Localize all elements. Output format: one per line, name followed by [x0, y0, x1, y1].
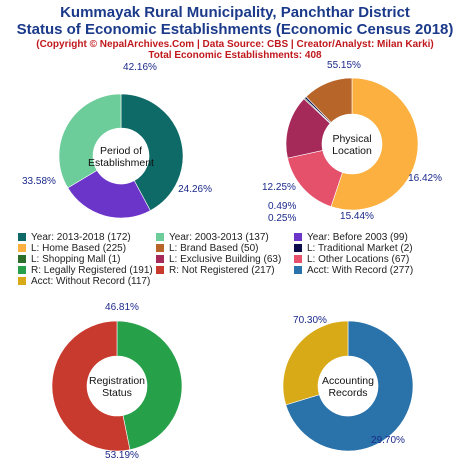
legend-label: Acct: With Record (277) [307, 265, 414, 276]
legend-label: Year: 2013-2018 (172) [31, 232, 131, 243]
legend-item: Year: 2013-2018 (172) [18, 232, 131, 244]
legend-item: R: Legally Registered (191) [18, 265, 153, 277]
donut-1-hole [93, 128, 149, 184]
legend-swatch [156, 233, 164, 241]
legend-label: Year: 2003-2013 (137) [169, 232, 269, 243]
donut-4-center-label: Accounting [322, 375, 374, 387]
donut-2-pct-label: 55.15% [327, 60, 361, 71]
legend-item: L: Home Based (225) [18, 243, 126, 255]
legend-swatch [156, 255, 164, 263]
legend-item: Acct: Without Record (117) [18, 276, 150, 288]
donut-1-center-label: Period of [100, 145, 142, 157]
legend-label: R: Not Registered (217) [169, 265, 275, 276]
legend-label: L: Shopping Mall (1) [31, 254, 121, 265]
legend-item: L: Other Locations (67) [294, 254, 409, 266]
donut-3-center-label: Status [102, 387, 132, 399]
donut-2-center-label: Location [332, 145, 372, 157]
legend-label: R: Legally Registered (191) [31, 265, 153, 276]
legend-label: Acct: Without Record (117) [31, 276, 151, 287]
donut-1-center-label: Establishment [88, 157, 154, 169]
donut-2-pct-label: 0.49% [268, 201, 296, 212]
legend-swatch [294, 244, 302, 252]
legend-item: L: Brand Based (50) [156, 243, 259, 255]
legend-swatch [156, 244, 164, 252]
donut-4-hole [318, 356, 378, 416]
legend-swatch [156, 266, 164, 274]
donut-4-center-label: Records [328, 387, 367, 399]
legend-swatch [18, 277, 26, 285]
legend-swatch [294, 233, 302, 241]
legend-swatch [294, 266, 302, 274]
donut-2-pct-label: 15.44% [340, 211, 374, 222]
legend-label: L: Home Based (225) [31, 243, 127, 254]
donut-1-pct-label: 24.26% [178, 184, 212, 195]
donut-2-center-label: Physical [332, 133, 371, 145]
donut-4-pct-label: 29.70% [371, 435, 405, 446]
legend-swatch [18, 233, 26, 241]
donut-3-center-label: Registration [89, 375, 145, 387]
legend-label: L: Exclusive Building (63) [169, 254, 282, 265]
legend-swatch [18, 255, 26, 263]
legend-item: L: Shopping Mall (1) [18, 254, 121, 266]
legend-label: Year: Before 2003 (99) [307, 232, 408, 243]
legend-swatch [18, 266, 26, 274]
donut-2-pct-label: 0.25% [268, 213, 296, 224]
legend-item: Year: 2003-2013 (137) [156, 232, 269, 244]
legend-label: L: Other Locations (67) [307, 254, 410, 265]
legend-label: L: Traditional Market (2) [307, 243, 413, 254]
legend-item: L: Exclusive Building (63) [156, 254, 281, 266]
chart-title: Kummayak Rural Municipality, Panchthar D… [60, 4, 410, 21]
legend-item: L: Traditional Market (2) [294, 243, 413, 255]
legend-swatch [18, 244, 26, 252]
total-line: Total Economic Establishments: 408 [148, 50, 322, 61]
donut-3-hole [87, 356, 147, 416]
donut-2-pct-label: 16.42% [408, 173, 442, 184]
donut-1-pct-label: 42.16% [123, 62, 157, 73]
legend-item: R: Not Registered (217) [156, 265, 275, 277]
donut-2-hole [322, 114, 382, 174]
donut-2-pct-label: 12.25% [262, 182, 296, 193]
donut-3-pct-label: 53.19% [105, 450, 139, 461]
legend-swatch [294, 255, 302, 263]
chart-subtitle: Status of Economic Establishments (Econo… [16, 21, 454, 38]
donut-1-pct-label: 33.58% [22, 176, 56, 187]
legend-item: Acct: With Record (277) [294, 265, 413, 277]
donut-3-pct-label: 46.81% [105, 302, 139, 313]
legend-label: L: Brand Based (50) [169, 243, 259, 254]
legend-item: Year: Before 2003 (99) [294, 232, 408, 244]
credit-line: (Copyright © NepalArchives.Com | Data So… [36, 39, 434, 50]
donut-4-pct-label: 70.30% [293, 315, 327, 326]
